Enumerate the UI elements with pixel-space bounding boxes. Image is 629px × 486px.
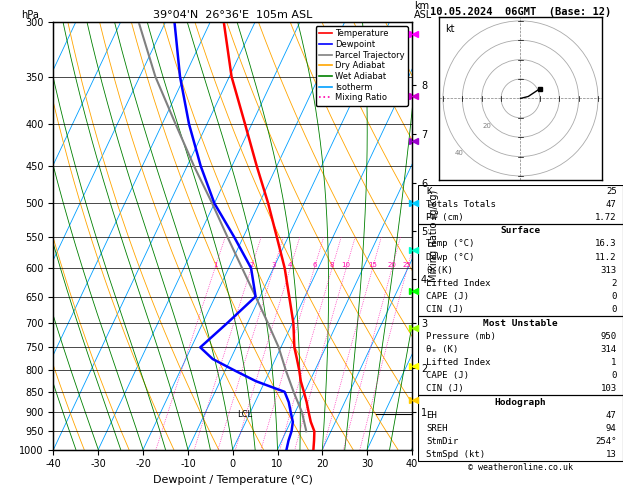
Text: 25: 25 [606,187,616,196]
Text: Temp (°C): Temp (°C) [426,240,475,248]
Bar [418,396,623,461]
Text: 40: 40 [455,150,464,156]
Text: 3: 3 [272,262,276,268]
Text: 2: 2 [611,279,616,288]
Text: Lifted Index: Lifted Index [426,279,491,288]
Text: Most Unstable: Most Unstable [483,318,558,328]
Text: 47: 47 [606,411,616,420]
Text: CAPE (J): CAPE (J) [426,292,469,301]
Text: 4: 4 [288,262,292,268]
Text: 13: 13 [606,451,616,459]
X-axis label: Dewpoint / Temperature (°C): Dewpoint / Temperature (°C) [153,475,313,485]
Text: CAPE (J): CAPE (J) [426,371,469,380]
Text: StmDir: StmDir [426,437,459,446]
Text: © weatheronline.co.uk: © weatheronline.co.uk [468,464,573,472]
Text: Dewp (°C): Dewp (°C) [426,253,475,261]
Text: Lifted Index: Lifted Index [426,358,491,367]
Bar [418,185,623,224]
Text: 0: 0 [611,371,616,380]
Text: 25: 25 [403,262,412,268]
Text: 94: 94 [606,424,616,433]
Text: 313: 313 [601,266,616,275]
Text: 314: 314 [601,345,616,354]
Text: 11.2: 11.2 [595,253,616,261]
Text: 6: 6 [312,262,316,268]
Text: θₑ (K): θₑ (K) [426,345,459,354]
Text: 20: 20 [387,262,396,268]
Text: 10: 10 [342,262,351,268]
Text: θₑ(K): θₑ(K) [426,266,454,275]
Text: Pressure (mb): Pressure (mb) [426,332,496,341]
Text: Surface: Surface [501,226,540,235]
Text: Hodograph: Hodograph [494,398,547,407]
Text: SREH: SREH [426,424,448,433]
Text: 1: 1 [611,358,616,367]
Text: kt: kt [445,23,455,34]
Text: 103: 103 [601,384,616,393]
Text: 254°: 254° [595,437,616,446]
Text: CIN (J): CIN (J) [426,305,464,314]
Text: 47: 47 [606,200,616,209]
Text: 0: 0 [611,292,616,301]
Bar [418,224,623,316]
Text: K: K [426,187,432,196]
Text: 0: 0 [611,305,616,314]
Text: km
ASL: km ASL [414,0,432,20]
Y-axis label: Mixing Ratio (g/kg): Mixing Ratio (g/kg) [428,190,438,282]
Text: Totals Totals: Totals Totals [426,200,496,209]
Text: 16.3: 16.3 [595,240,616,248]
Text: 8: 8 [330,262,335,268]
Legend: Temperature, Dewpoint, Parcel Trajectory, Dry Adiabat, Wet Adiabat, Isotherm, Mi: Temperature, Dewpoint, Parcel Trajectory… [316,26,408,105]
Title: 39°04'N  26°36'E  105m ASL: 39°04'N 26°36'E 105m ASL [153,10,313,20]
Text: 20: 20 [482,123,491,129]
Text: hPa: hPa [21,10,39,20]
Text: 1.72: 1.72 [595,213,616,222]
Text: LCL: LCL [237,410,252,418]
Text: 2: 2 [249,262,253,268]
Text: CIN (J): CIN (J) [426,384,464,393]
Text: StmSpd (kt): StmSpd (kt) [426,451,486,459]
Text: PW (cm): PW (cm) [426,213,464,222]
Bar [418,316,623,396]
Text: 10.05.2024  06GMT  (Base: 12): 10.05.2024 06GMT (Base: 12) [430,7,611,17]
Text: EH: EH [426,411,437,420]
Text: 950: 950 [601,332,616,341]
Text: 1: 1 [213,262,217,268]
Text: 15: 15 [368,262,377,268]
